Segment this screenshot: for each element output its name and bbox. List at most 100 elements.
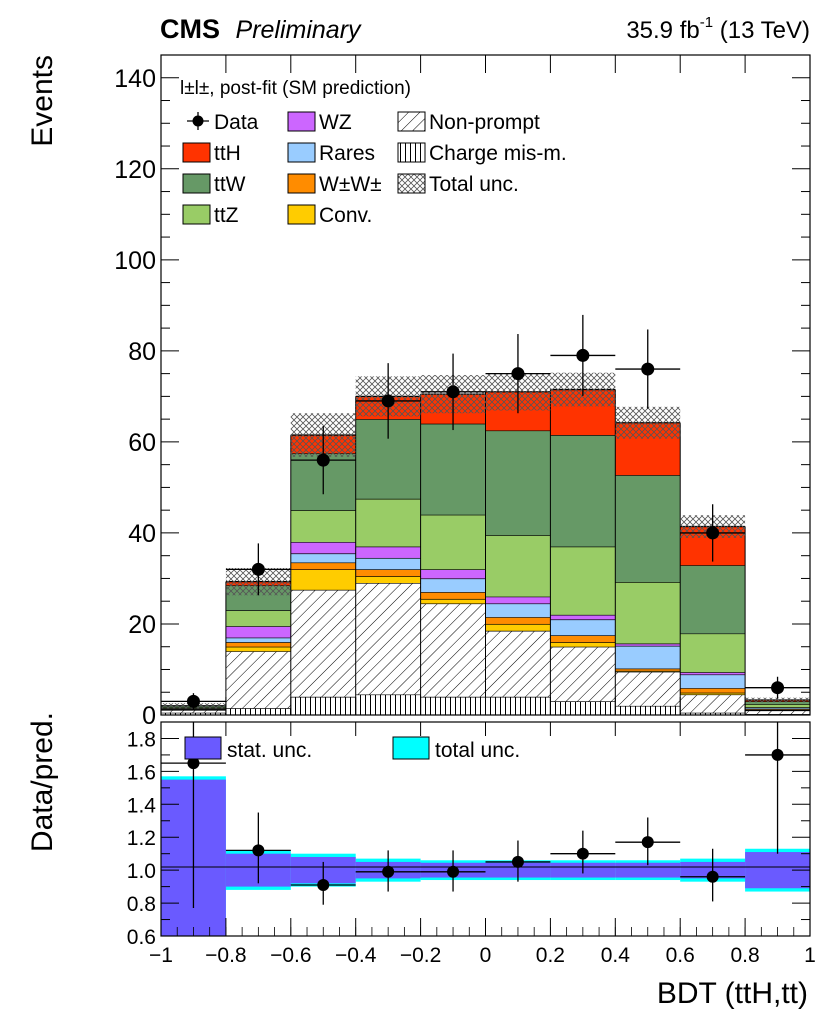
legend-label-charge-mis-m: Charge mis-m. — [429, 142, 567, 165]
legend-label-rares: Rares — [319, 142, 375, 165]
ratio-y-axis: 0.6 0.8 1.0 1.2 1.4 1.6 1.8 — [127, 728, 810, 949]
main-legend: Data ttH ttW ttZ WZ Rares W±W± Conv. Non-prompt C… — [182, 111, 567, 227]
main-y-tick-label-100: 100 — [114, 247, 156, 275]
ratio-x-axis: −1 −0.8 −0.6 −0.4 −0.2 0 0.2 0.4 0.6 0.8 1 — [149, 722, 816, 967]
main-y-axis-label: Events — [26, 55, 59, 147]
bar-conv-bin-5 — [485, 623, 551, 631]
bar-w-w-bin-2 — [290, 562, 356, 570]
data-point-3 — [381, 394, 395, 408]
bar-ttz-bin-5 — [485, 535, 551, 597]
lumi-unit-exponent: -1 — [700, 14, 713, 31]
legend-swatch-wz — [287, 111, 316, 132]
ratio-legend-label-stat-unc: stat. unc. — [227, 739, 312, 762]
total-unc-bin-9 — [745, 697, 810, 703]
bar-w-w-bin-4 — [420, 592, 486, 599]
x-axis-label: BDT (ttH,tt) — [657, 977, 808, 1010]
x-tick-label-9: 0.8 — [730, 944, 759, 967]
bar-rares-bin-3 — [355, 557, 421, 570]
bar-non-prompt-bin-3 — [355, 583, 421, 695]
bar-ttw-bin-5 — [485, 430, 551, 536]
main-y-tick-label-20: 20 — [128, 611, 156, 639]
ratio-legend-swatch-total-unc — [392, 736, 430, 760]
ratio-data-points — [161, 722, 810, 909]
legend-label-conv: Conv. — [319, 204, 372, 227]
main-x-ticks — [160, 55, 811, 715]
bar-ttz-bin-4 — [420, 514, 486, 570]
bar-wz-bin-7 — [615, 643, 681, 646]
ratio-point-2 — [317, 878, 330, 891]
legend-label-total-unc: Total unc. — [429, 173, 519, 196]
ratio-point-8 — [706, 870, 719, 883]
ratio-point-0 — [187, 757, 200, 770]
legend-swatch-conv — [287, 204, 316, 225]
bar-charge-mis-m-bin-4 — [420, 696, 486, 715]
bar-non-prompt-bin-4 — [420, 603, 486, 697]
bar-charge-mis-m-bin-3 — [355, 694, 421, 715]
x-tick-label-6: 0.2 — [536, 944, 565, 967]
ratio-point-3 — [382, 865, 395, 878]
main-y-tick-label-60: 60 — [128, 429, 156, 457]
bar-charge-mis-m-bin-8 — [680, 712, 746, 715]
data-point-8 — [706, 526, 720, 540]
ratio-point-9 — [771, 748, 784, 761]
lumi-value: 35.9 fb — [626, 17, 699, 44]
bar-non-prompt-bin-0 — [161, 709, 226, 713]
bar-non-prompt-bin-6 — [550, 646, 616, 702]
data-points — [161, 314, 810, 710]
ratio-point-7 — [641, 836, 654, 849]
bar-conv-bin-3 — [355, 576, 421, 583]
bar-ttw-bin-6 — [550, 435, 616, 547]
legend-label-data: Data — [214, 111, 259, 134]
bar-rares-bin-9 — [745, 707, 810, 710]
data-point-6 — [576, 348, 590, 362]
data-point-0 — [186, 694, 200, 708]
legend-label-ttw: ttW — [214, 173, 246, 196]
cms-header: CMS Preliminary — [160, 14, 362, 44]
bar-rares-bin-5 — [485, 603, 551, 618]
bar-wz-bin-5 — [485, 596, 551, 604]
ratio-legend-swatch-stat-unc — [184, 736, 222, 760]
bar-charge-mis-m-bin-6 — [550, 701, 616, 715]
x-tick-label-7: 0.4 — [601, 944, 631, 967]
bar-conv-bin-6 — [550, 642, 616, 647]
main-y-tick-label-80: 80 — [128, 338, 156, 366]
main-y-tick-label-120: 120 — [114, 156, 156, 184]
bar-wz-bin-6 — [550, 614, 616, 620]
bar-ttz-bin-3 — [355, 498, 421, 547]
bar-ttw-bin-4 — [420, 423, 486, 515]
main-y-tick-label-0: 0 — [142, 702, 156, 730]
ratio-y-tick-label-6: 1.8 — [127, 728, 156, 751]
bar-non-prompt-bin-7 — [615, 671, 681, 706]
legend-label-wz: WZ — [319, 111, 352, 134]
bar-rares-bin-8 — [680, 674, 746, 689]
data-point-2 — [316, 453, 330, 467]
bar-ttz-bin-1 — [225, 610, 291, 627]
x-tick-label-1: −0.8 — [205, 944, 246, 967]
ratio-band-stat-unc-bin-7 — [615, 862, 681, 878]
bar-w-w-bin-6 — [550, 635, 616, 643]
bar-wz-bin-8 — [680, 672, 746, 675]
legend-swatch-non-prompt — [397, 111, 426, 132]
bar-w-w-bin-8 — [680, 688, 746, 693]
bar-charge-mis-m-bin-2 — [290, 696, 356, 715]
main-y-axis: 0 20 40 60 80 100 120 140 — [114, 65, 810, 730]
legend-label-tth: ttH — [214, 142, 241, 165]
x-tick-label-4: −0.2 — [400, 944, 441, 967]
ratio-y-tick-label-4: 1.4 — [127, 794, 157, 817]
bar-charge-mis-m-bin-0 — [161, 712, 226, 715]
bar-non-prompt-bin-8 — [680, 694, 746, 713]
bar-ttw-bin-7 — [615, 475, 681, 583]
legend-swatch-ttz — [182, 204, 211, 225]
total-unc-bin-7 — [615, 406, 681, 439]
data-point-9 — [771, 681, 785, 695]
legend-swatch-tth — [182, 142, 211, 163]
ratio-y-tick-label-1: 0.8 — [127, 893, 156, 916]
ratio-y-tick-label-2: 1.0 — [127, 860, 156, 883]
bar-rares-bin-2 — [290, 553, 356, 563]
bar-ttw-bin-8 — [680, 565, 746, 634]
ratio-legend-label-total-unc: total unc. — [435, 739, 520, 762]
energy-label: (13 TeV) — [713, 17, 810, 44]
bar-rares-bin-1 — [225, 637, 291, 643]
data-point-5 — [511, 367, 525, 381]
